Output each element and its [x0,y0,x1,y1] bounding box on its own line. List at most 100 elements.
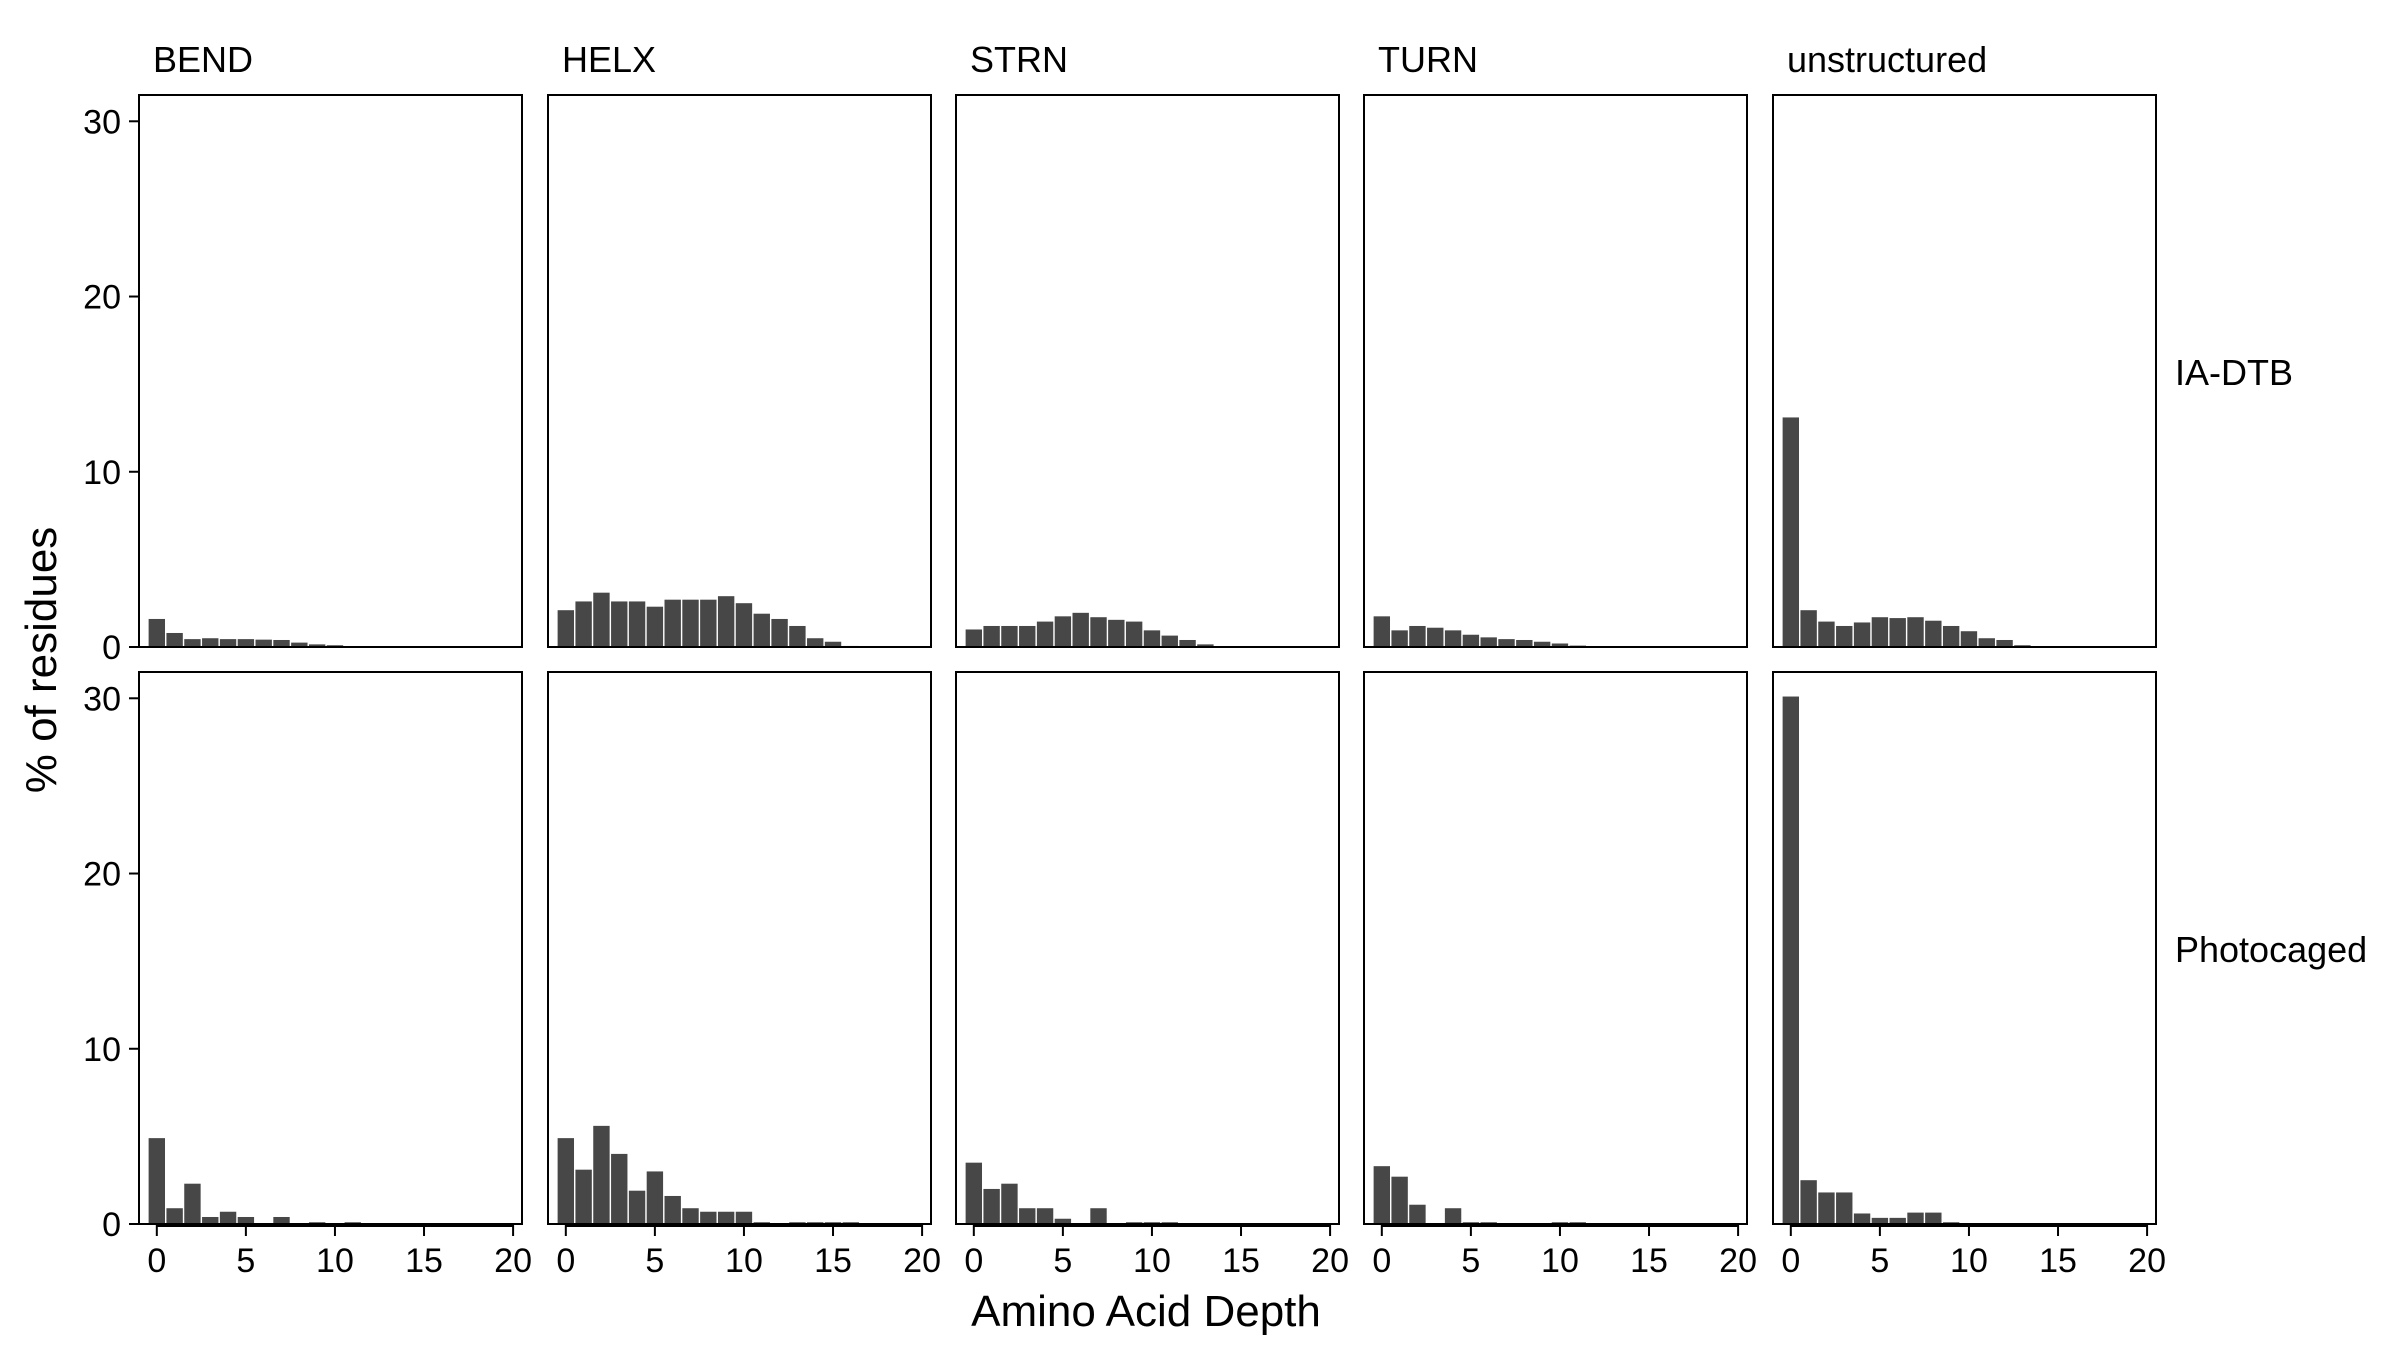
histogram-bar [1143,630,1161,647]
facet-label-turn: TURN [1378,39,1478,80]
histogram-bar [308,644,326,647]
histogram-bar [1480,637,1497,647]
histogram-bar [575,1169,592,1224]
histogram-bar [646,1171,664,1224]
histogram-bar [717,596,735,647]
y-axis-title: % of residues [17,527,66,794]
panel-turn-photocaged [1363,671,1748,1225]
histogram-bar [664,599,681,647]
panel-border [1772,671,2157,1225]
histogram-bar [1853,1213,1871,1224]
x-tick-label: 10 [1133,1242,1171,1280]
histogram-bar [983,1188,1000,1224]
histogram-bar [575,601,592,647]
panel-border [955,94,1340,648]
facet-label-photocaged: Photocaged [2175,929,2367,970]
histogram-bar [166,632,183,647]
histogram-bar [700,599,717,647]
histogram-bar [1782,696,1800,1224]
x-tick-label: 10 [1950,1242,1988,1280]
histogram-bar [219,639,237,647]
histogram-bar [1889,1217,1906,1224]
x-tick-label: 0 [1781,1242,1800,1280]
histogram-bar [1036,621,1054,647]
histogram-bar [1996,639,2013,647]
y-tick-label: 20 [83,279,121,317]
histogram-bar [1090,1208,1107,1224]
histogram-bar [1853,622,1871,647]
histogram-bar [1925,1212,1942,1224]
histogram-bar [753,613,770,647]
histogram-bar [1871,617,1889,647]
histogram-bar [1197,644,1214,647]
y-tick-label: 30 [83,680,121,718]
x-tick-label: 10 [725,1242,763,1280]
histogram-bar [273,1216,290,1224]
x-tick-label: 5 [1461,1242,1480,1280]
histogram-bar [557,610,575,647]
histogram-bar [1444,1208,1462,1224]
histogram-bar [1161,635,1178,647]
x-tick-label: 10 [1541,1242,1579,1280]
histogram-bar [789,625,806,647]
y-tick-label: 10 [83,1031,121,1069]
panel-border [138,94,523,648]
histogram-bar [148,1138,166,1224]
histogram-bar [682,1208,699,1224]
histogram-bar [593,592,610,647]
histogram-bar [237,1216,255,1224]
y-tick-label: 20 [83,856,121,894]
facet-label-unstructured: unstructured [1787,39,1987,80]
histogram-bar [1054,1218,1072,1224]
y-tick-label: 0 [102,1206,121,1244]
panel-unstructured-ia-dtb [1772,94,2157,648]
x-tick-label: 10 [316,1242,354,1280]
y-tick-label: 30 [83,103,121,141]
y-tick-label: 0 [102,629,121,667]
histogram-bar [1907,1212,1924,1224]
histogram-bar [983,625,1000,647]
panel-helx-ia-dtb [547,94,932,648]
histogram-bar [611,601,628,647]
histogram-bar [202,1216,219,1224]
histogram-bar [593,1125,610,1224]
histogram-bar [1800,610,1817,647]
y-tick-label: 10 [83,454,121,492]
histogram-bar [717,1211,735,1224]
histogram-bar [1925,620,1942,647]
x-tick-label: 0 [147,1242,166,1280]
histogram-bar [1551,643,1569,647]
histogram-bar [1907,617,1924,647]
x-tick-label: 5 [1053,1242,1072,1280]
histogram-bar [557,1138,575,1224]
histogram-bar [1179,639,1196,647]
x-tick-label: 20 [1719,1242,1757,1280]
histogram-bar [1409,1204,1426,1224]
x-tick-label: 20 [1311,1242,1349,1280]
histogram-bar [735,1211,753,1224]
histogram-bar [237,639,255,647]
histogram-bar [1001,625,1018,647]
histogram-bar [1782,417,1800,647]
panel-bend-photocaged [138,671,523,1225]
panel-strn-photocaged [955,671,1340,1225]
histogram-bar [291,642,308,647]
panel-strn-ia-dtb [955,94,1340,648]
histogram-bar [1836,625,1853,647]
histogram-bar [700,1211,717,1224]
histogram-bar [1391,1176,1408,1224]
histogram-bar [1462,634,1480,647]
histogram-bar [1001,1183,1018,1224]
histogram-bar [807,638,824,647]
x-axis-title: Amino Acid Depth [971,1287,1321,1336]
histogram-bar [1409,625,1426,647]
histogram-bar [1800,1180,1817,1224]
x-tick-label: 20 [494,1242,532,1280]
x-tick-label: 0 [1372,1242,1391,1280]
x-tick-label: 0 [964,1242,983,1280]
histogram-bar [184,639,201,647]
x-tick-label: 15 [2039,1242,2077,1280]
histogram-bar [1019,1208,1036,1224]
histogram-bar [1942,625,1960,647]
